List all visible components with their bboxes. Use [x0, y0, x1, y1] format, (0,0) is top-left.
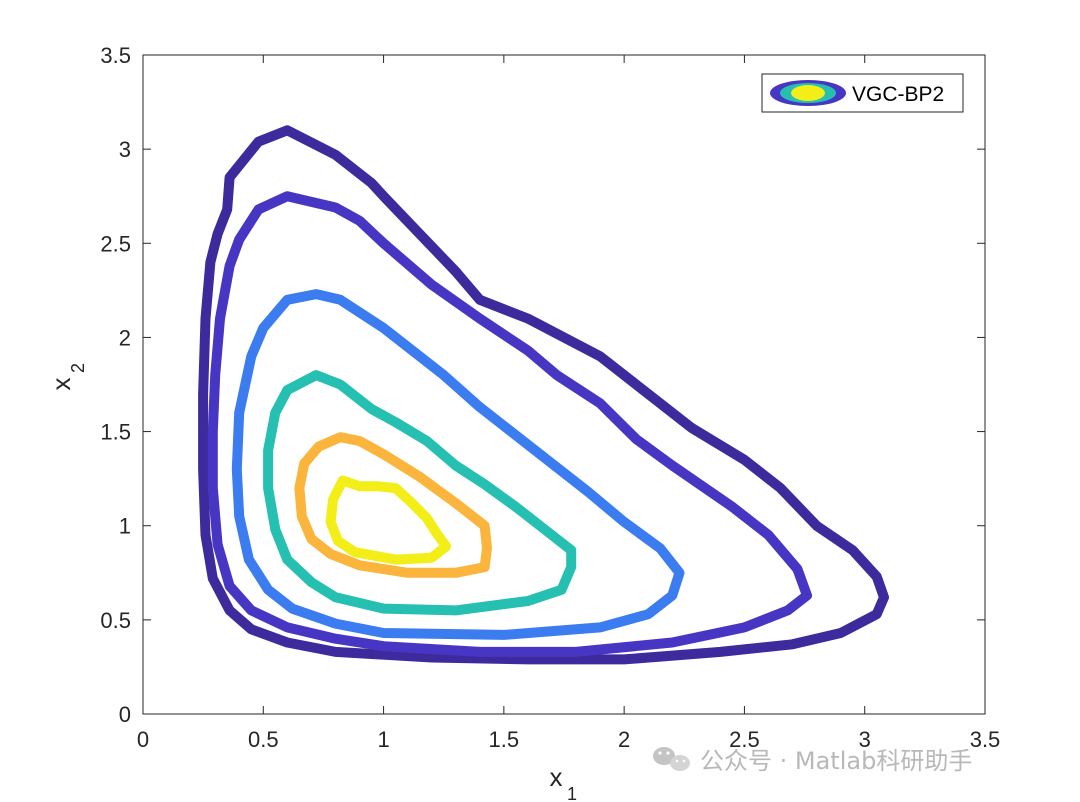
- legend-swatch-inner: [791, 85, 825, 101]
- axes-box: [142, 54, 986, 715]
- y-tick-label: 0: [119, 702, 131, 727]
- x-tick-label: 2.5: [729, 727, 760, 752]
- contour-line-3: [231, 289, 685, 640]
- contour-line-2: [207, 191, 812, 657]
- y-tick-label: 0.5: [100, 608, 131, 633]
- x-axis-label: x 1: [550, 762, 578, 802]
- y-tick-label: 1: [119, 514, 131, 539]
- x-tick-label: 0: [137, 727, 149, 752]
- x-tick-label: 2: [618, 727, 630, 752]
- y-tick-label: 2: [119, 325, 131, 350]
- legend: VGC-BP2: [761, 73, 964, 113]
- legend-box: [761, 73, 964, 113]
- x-axis-ticks: 0 0.5 1 1.5 2 2.5 3 3.5: [137, 55, 1000, 752]
- wechat-icon: [653, 747, 690, 771]
- x-tick-label: 3.5: [970, 727, 1001, 752]
- x-tick-label: 1.5: [489, 727, 520, 752]
- y-tick-label: 2.5: [100, 231, 131, 256]
- contour-line-5: [294, 432, 492, 578]
- x-tick-label: 3: [859, 727, 871, 752]
- x-axis-label-subscript: 1: [567, 784, 577, 802]
- y-tick-label: 3.5: [100, 43, 131, 68]
- y-axis-ticks: 0 0.5 1 1.5 2 2.5 3 3.5: [100, 43, 985, 727]
- y-tick-label: 1.5: [100, 420, 131, 445]
- y-axis-label-subscript: 2: [68, 363, 88, 373]
- contour-line-6: [325, 475, 452, 565]
- contour-layer: [198, 125, 889, 665]
- legend-label: VGC-BP2: [852, 83, 944, 106]
- contour-line-4: [263, 370, 577, 616]
- watermark-text: 公众号 · Matlab科研助手: [700, 747, 972, 775]
- x-tick-label: 0.5: [248, 727, 279, 752]
- y-axis-label-main: x: [46, 378, 76, 391]
- watermark: 公众号 · Matlab科研助手: [653, 747, 972, 775]
- y-axis-label: x 2: [46, 363, 88, 391]
- contour-line-1: [198, 125, 889, 665]
- legend-swatch: [770, 80, 846, 106]
- y-tick-label: 3: [119, 137, 131, 162]
- x-tick-label: 1: [377, 727, 389, 752]
- x-axis-label-main: x: [550, 762, 563, 792]
